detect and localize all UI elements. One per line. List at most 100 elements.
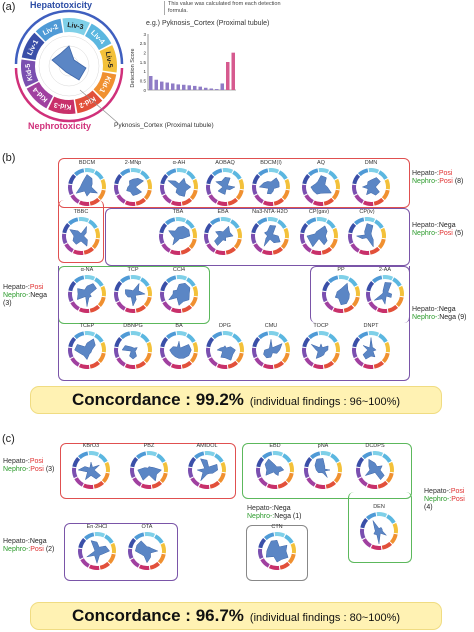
mini-radar-chart bbox=[114, 331, 152, 369]
nephrotoxicity-label: Nephrotoxicity bbox=[28, 121, 92, 131]
radar-ring-segment bbox=[62, 233, 68, 245]
chemical-name: α-AH bbox=[172, 160, 186, 166]
radar-ring-segment bbox=[267, 217, 279, 223]
radar-ring-segment bbox=[116, 194, 126, 204]
radar-ring-segment bbox=[211, 168, 223, 177]
mini-radar-chart bbox=[188, 451, 226, 489]
radar-ring-segment bbox=[84, 331, 96, 337]
chemical-name: EBD bbox=[269, 443, 281, 449]
radar-ring-segment bbox=[149, 561, 161, 570]
radar-ring-segment bbox=[206, 347, 212, 359]
b-group-np-box bbox=[105, 208, 410, 266]
radar-ring-segment bbox=[84, 168, 96, 174]
radar-ring-segment bbox=[175, 217, 187, 223]
radar-ring-segment bbox=[89, 197, 101, 206]
radar-ring-segment bbox=[366, 280, 375, 292]
radar-ring-segment bbox=[326, 219, 336, 229]
radar-ring-segment bbox=[159, 222, 168, 234]
wheel-segment-liv-2 bbox=[35, 18, 64, 42]
radar-ring-segment bbox=[362, 538, 372, 548]
radar-ring-segment bbox=[368, 331, 380, 337]
radar-ring-segment bbox=[162, 194, 172, 204]
radar-shape bbox=[355, 223, 374, 248]
radar-ring-segment bbox=[132, 477, 142, 487]
mini-radar-chart bbox=[360, 512, 398, 550]
radar-shape bbox=[196, 458, 218, 482]
radar-ring-segment bbox=[208, 194, 218, 204]
radar-shape bbox=[75, 174, 99, 197]
chemical-name: AMIDOL bbox=[196, 443, 218, 449]
radar-ring-segment bbox=[133, 532, 145, 541]
radar-ring-segment bbox=[389, 533, 398, 545]
radar-ring-segment bbox=[238, 341, 244, 353]
example-chart-title: e.g.) Pyknosis_Cortex (Proximal tubule) bbox=[146, 20, 270, 27]
radar-shape bbox=[121, 345, 138, 360]
radar-ring-segment bbox=[135, 360, 147, 369]
radar-ring-segment bbox=[350, 243, 360, 253]
radar-ring-segment bbox=[190, 477, 200, 487]
radar-ring-segment bbox=[146, 178, 152, 190]
radar-ring-segment bbox=[251, 233, 257, 245]
radar-ring-segment bbox=[140, 170, 150, 180]
radar-ring-segment bbox=[97, 352, 106, 364]
radar-ring-segment bbox=[373, 197, 385, 206]
c-concordance-banner: Concordance : 96.7% (individual findings… bbox=[30, 602, 442, 630]
radar-ring-segment bbox=[238, 178, 244, 190]
wheel-label-liv-5: Liv-5 bbox=[104, 51, 113, 68]
radar-ring-segment bbox=[348, 222, 357, 234]
radar-b-nn: TCEP bbox=[64, 323, 110, 379]
mini-radar-chart bbox=[68, 331, 106, 369]
radar-ring-segment bbox=[89, 304, 101, 313]
radar-ring-segment bbox=[146, 341, 152, 353]
panel-b-label: (b) bbox=[2, 152, 16, 164]
radar-ring-segment bbox=[100, 341, 106, 353]
radar-ring-segment bbox=[331, 352, 340, 364]
radar-shape bbox=[314, 458, 331, 478]
radar-shape bbox=[168, 282, 191, 306]
radar-ring-segment bbox=[140, 333, 150, 343]
radar-ring-segment bbox=[143, 352, 152, 364]
mini-radar-chart bbox=[348, 217, 386, 255]
wheel-segment-liv-4 bbox=[85, 23, 112, 50]
radar-ring-segment bbox=[176, 168, 188, 174]
radar-ring-segment bbox=[285, 472, 294, 484]
radar-ring-segment bbox=[352, 173, 361, 185]
radar-ring-segment bbox=[381, 352, 390, 364]
radar-ring-segment bbox=[156, 453, 166, 463]
radar-ring-segment bbox=[162, 357, 172, 367]
mini-radar-chart bbox=[304, 451, 342, 489]
radar-shape bbox=[306, 225, 328, 248]
mini-radar-chart bbox=[160, 275, 198, 313]
radar-ring-segment bbox=[170, 200, 182, 206]
radar-ring-segment bbox=[262, 363, 274, 369]
radar-shape-example bbox=[51, 45, 87, 81]
radar-b-pp: BDCM bbox=[64, 160, 110, 216]
radar-ring-segment bbox=[268, 168, 280, 174]
radar-ring-segment bbox=[83, 246, 95, 255]
mini-radar-chart bbox=[206, 331, 244, 369]
radar-shape bbox=[169, 341, 192, 359]
score-bar bbox=[209, 88, 213, 90]
score-bar bbox=[171, 83, 175, 90]
radar-ring-segment bbox=[398, 285, 404, 297]
radar-ring-segment bbox=[119, 275, 131, 284]
mini-radar-chart bbox=[252, 168, 290, 206]
radar-ring-segment bbox=[159, 472, 168, 484]
radar-shape bbox=[135, 540, 159, 564]
chemical-name: BDCM(I) bbox=[260, 160, 282, 166]
radar-c-nn: CTN bbox=[254, 524, 300, 580]
radar-ring-segment bbox=[83, 532, 95, 541]
radar-ring-segment bbox=[74, 477, 84, 487]
panel-a-label: (a) bbox=[2, 1, 16, 13]
radar-ring-segment bbox=[116, 301, 126, 311]
radar-ring-segment bbox=[222, 331, 234, 337]
chemical-name: TCP bbox=[127, 267, 139, 273]
radar-ring-segment bbox=[386, 514, 396, 524]
wheel-label-kid-3: Kid-3 bbox=[53, 101, 71, 111]
radar-ring-segment bbox=[348, 277, 358, 287]
radar-ring-segment bbox=[225, 246, 237, 255]
c-label-np: Hepato-:Nega Nephro-:Posi (2) bbox=[3, 538, 55, 553]
radar-ring-segment bbox=[159, 233, 165, 245]
radar-ring-segment bbox=[336, 461, 342, 473]
radar-ring-segment bbox=[321, 246, 333, 255]
